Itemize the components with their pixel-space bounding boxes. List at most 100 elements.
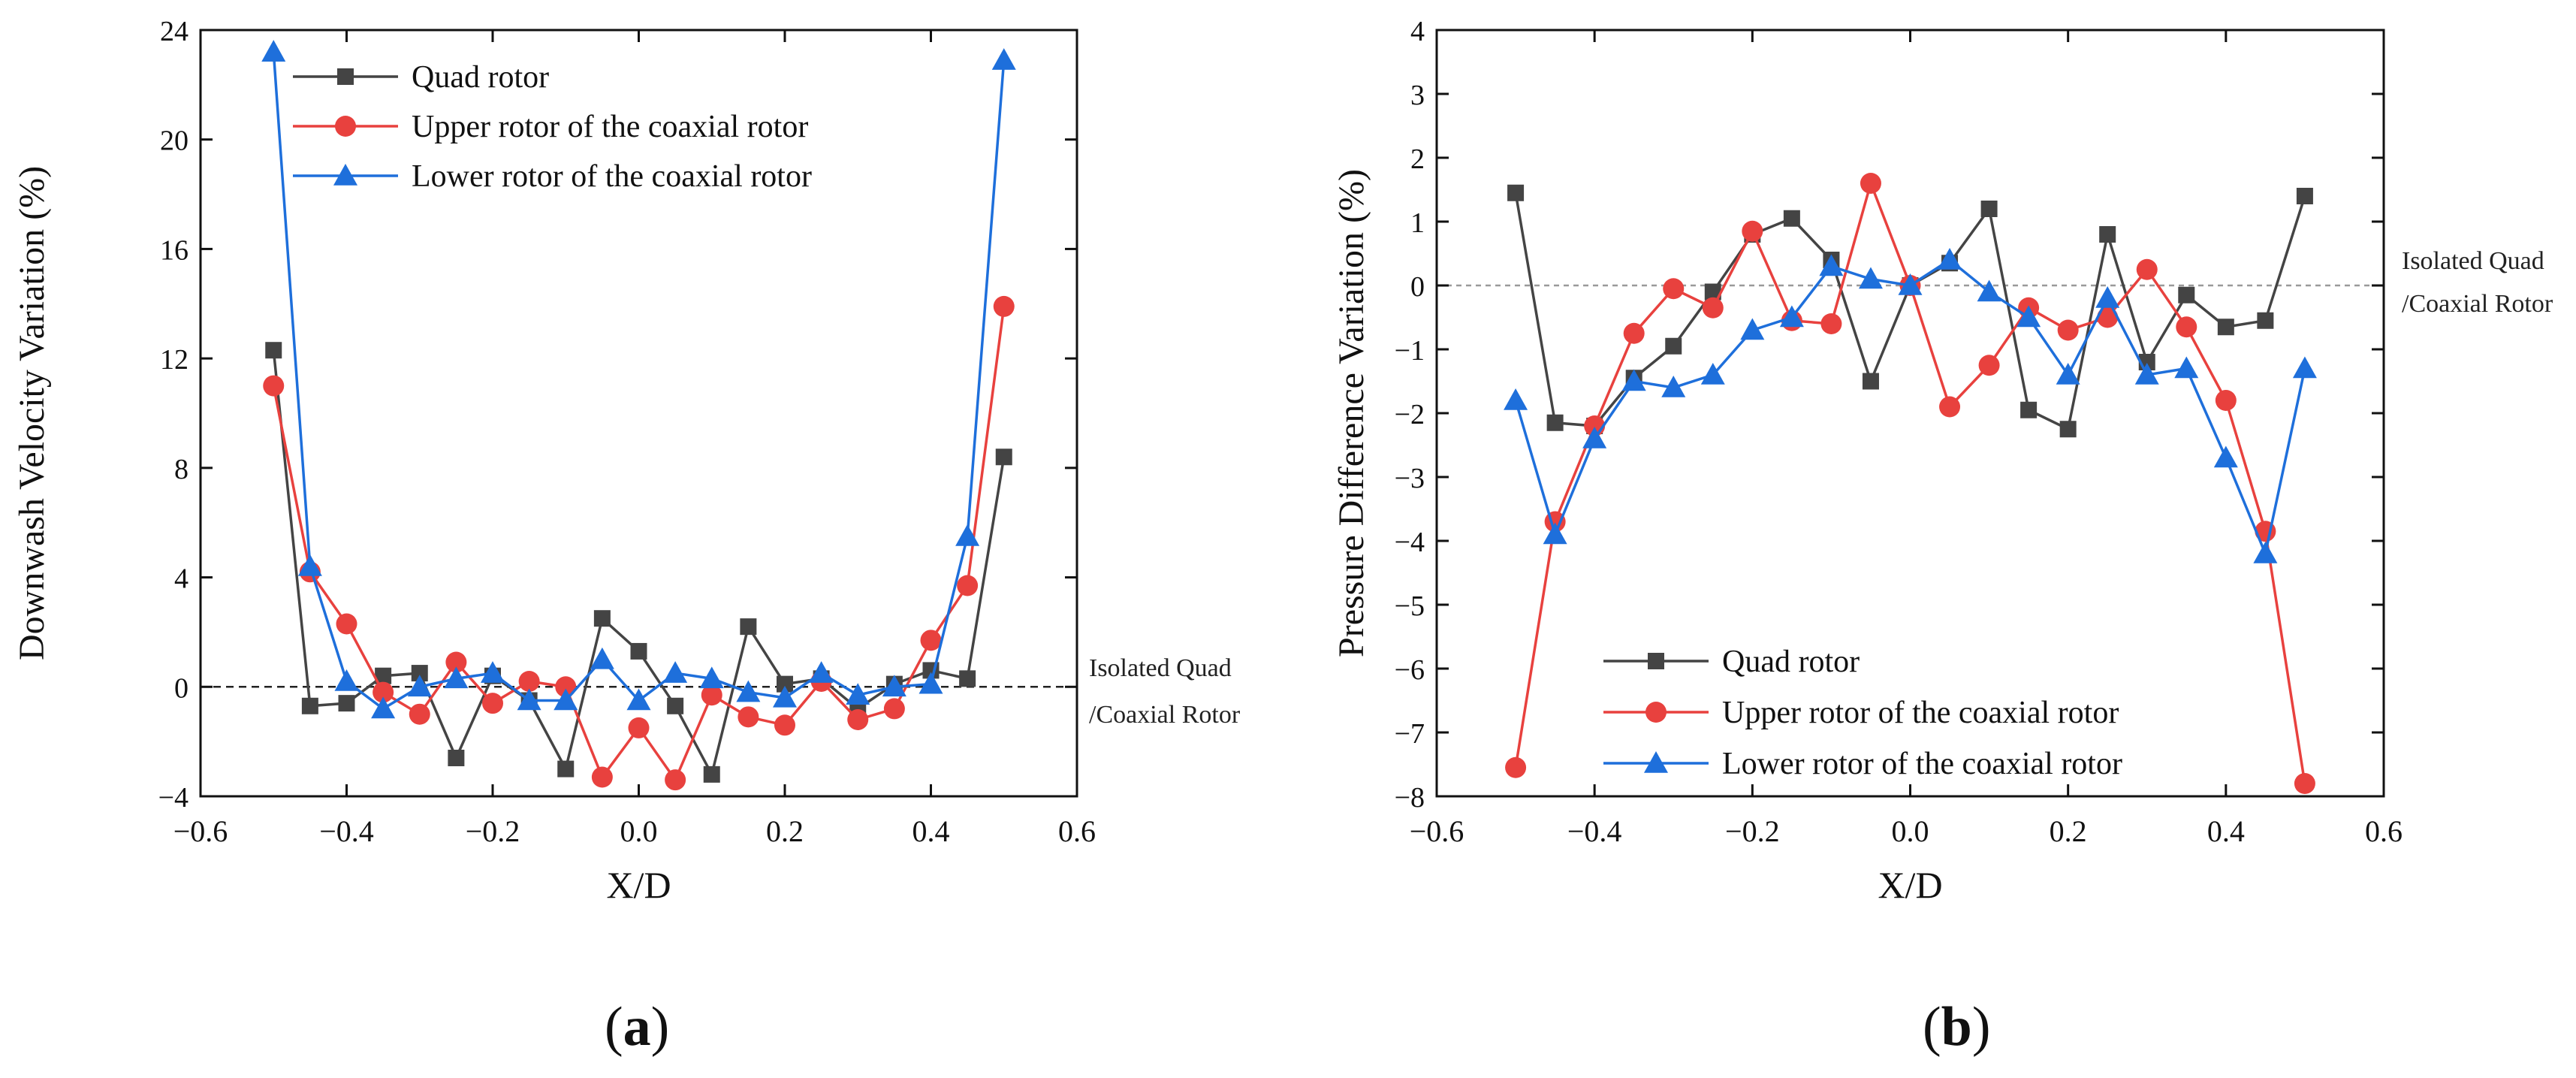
data-point	[2253, 542, 2278, 563]
data-point	[959, 670, 976, 687]
data-point	[1546, 414, 1564, 431]
legend-marker	[335, 116, 356, 137]
data-point	[738, 706, 759, 728]
data-point	[2134, 363, 2159, 385]
data-point	[2016, 305, 2041, 328]
x-tick-label: −0.2	[1725, 814, 1780, 848]
data-point	[2056, 363, 2080, 385]
y-tick-label: 12	[160, 344, 189, 376]
data-point	[557, 760, 575, 778]
plot-frame	[199, 29, 1078, 798]
y-tick-label: 1	[1410, 207, 1425, 239]
data-point	[265, 342, 282, 359]
y-tick-label: −5	[1395, 590, 1425, 622]
y-tick-label: 16	[160, 234, 189, 266]
data-point	[336, 613, 357, 635]
data-point	[1980, 201, 1998, 217]
data-point	[2136, 258, 2158, 280]
legend: Quad rotor Upper rotor of the coaxial rot…	[293, 60, 812, 194]
y-tick-label: 24	[160, 16, 189, 47]
data-point	[1977, 279, 2001, 302]
legend-label: Quad rotor	[1722, 645, 1860, 679]
data-point	[1939, 396, 1961, 418]
data-point	[626, 688, 651, 711]
caption-b: (b)	[1923, 996, 1991, 1058]
data-point	[1858, 267, 1883, 289]
data-point	[699, 666, 724, 689]
legend-marker	[333, 164, 357, 186]
legend-marker	[337, 68, 354, 85]
x-tick-label: 0.2	[2050, 814, 2087, 848]
plot-frame	[1435, 29, 2385, 798]
data-point	[740, 618, 757, 636]
reference-label-line2: /Coaxial Rotor	[1089, 701, 1241, 729]
data-point	[261, 40, 286, 62]
data-point	[1820, 313, 1842, 334]
data-point	[991, 48, 1016, 70]
data-point	[593, 610, 611, 627]
data-point	[993, 295, 1015, 317]
data-point	[883, 698, 905, 720]
x-tick-label: −0.4	[1567, 814, 1622, 848]
data-point	[773, 685, 797, 708]
data-point	[1507, 184, 1525, 201]
data-point	[297, 554, 322, 576]
y-tick-label: −2	[1395, 399, 1425, 430]
data-point	[407, 675, 432, 697]
data-point	[1938, 248, 1962, 270]
series-line	[1514, 179, 2306, 784]
legend-marker	[1644, 751, 1668, 773]
y-tick-label: 20	[160, 125, 189, 157]
x-tick-label: 0.6	[1058, 814, 1096, 848]
legend-label: Upper rotor of the coaxial rotor	[1722, 696, 2119, 730]
y-tick-label: −7	[1395, 718, 1425, 750]
data-point	[1505, 756, 1527, 778]
data-point	[555, 676, 577, 698]
series-line	[272, 52, 1006, 711]
x-axis-label: X/D	[606, 864, 671, 906]
y-tick-label: −8	[1395, 782, 1425, 814]
data-point	[1740, 318, 1765, 340]
x-tick-label: 0.6	[2365, 814, 2403, 848]
data-point	[2292, 356, 2317, 379]
data-point	[375, 667, 392, 684]
data-point	[2174, 356, 2199, 379]
chart-panel-a: Isolated Quad/Coaxial Rotor −0.6 −0.4 −0.2 0…	[12, 16, 1241, 906]
data-point	[334, 669, 359, 691]
data-point	[809, 661, 834, 683]
data-point	[1504, 388, 1528, 410]
data-point	[2099, 226, 2116, 243]
data-point	[628, 717, 650, 738]
x-tick-label: −0.4	[319, 814, 374, 848]
legend-label: Quad rotor	[412, 60, 549, 95]
data-point	[373, 681, 394, 703]
y-tick-label: 2	[1410, 143, 1425, 175]
data-point	[777, 675, 793, 693]
data-point	[371, 696, 396, 719]
data-point	[554, 688, 578, 711]
data-point	[918, 672, 943, 694]
legend-marker	[1645, 702, 1667, 723]
y-tick-label: −3	[1395, 463, 1425, 494]
data-point	[1661, 376, 1686, 397]
series-3	[1504, 248, 2317, 563]
series-1	[1507, 184, 2313, 438]
data-point	[1702, 297, 1724, 319]
data-point	[2097, 306, 2119, 328]
data-point	[1779, 305, 1804, 328]
y-tick-label: 4	[174, 563, 189, 595]
data-point	[2059, 421, 2077, 438]
reference-label-line2: /Coaxial Rotor	[2402, 290, 2553, 318]
y-tick-label: −4	[158, 782, 189, 814]
data-point	[703, 765, 720, 783]
legend-label: Lower rotor of the coaxial rotor	[1722, 747, 2122, 781]
data-point	[1623, 322, 1645, 344]
data-point	[1582, 427, 1607, 448]
legend-label: Lower rotor of the coaxial rotor	[412, 159, 812, 194]
y-tick-label: 4	[1410, 16, 1425, 47]
data-point	[1543, 522, 1567, 545]
data-point	[1700, 363, 1725, 385]
data-point	[665, 769, 686, 791]
data-point	[448, 750, 465, 766]
